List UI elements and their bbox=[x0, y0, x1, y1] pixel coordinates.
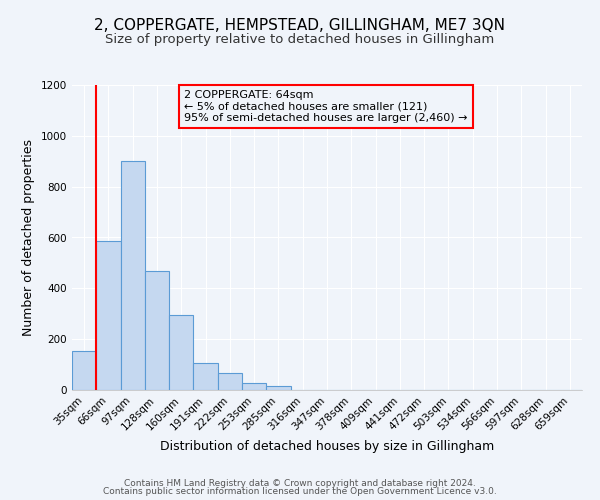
X-axis label: Distribution of detached houses by size in Gillingham: Distribution of detached houses by size … bbox=[160, 440, 494, 453]
Bar bbox=[266, 386, 290, 390]
Text: Size of property relative to detached houses in Gillingham: Size of property relative to detached ho… bbox=[106, 32, 494, 46]
Bar bbox=[193, 364, 218, 390]
Text: 2 COPPERGATE: 64sqm
← 5% of detached houses are smaller (121)
95% of semi-detach: 2 COPPERGATE: 64sqm ← 5% of detached hou… bbox=[184, 90, 468, 123]
Text: Contains public sector information licensed under the Open Government Licence v3: Contains public sector information licen… bbox=[103, 487, 497, 496]
Bar bbox=[72, 350, 96, 390]
Bar bbox=[218, 374, 242, 390]
Bar bbox=[96, 242, 121, 390]
Bar bbox=[145, 270, 169, 390]
Bar bbox=[169, 315, 193, 390]
Y-axis label: Number of detached properties: Number of detached properties bbox=[22, 139, 35, 336]
Text: 2, COPPERGATE, HEMPSTEAD, GILLINGHAM, ME7 3QN: 2, COPPERGATE, HEMPSTEAD, GILLINGHAM, ME… bbox=[95, 18, 505, 32]
Bar bbox=[121, 161, 145, 390]
Text: Contains HM Land Registry data © Crown copyright and database right 2024.: Contains HM Land Registry data © Crown c… bbox=[124, 478, 476, 488]
Bar bbox=[242, 383, 266, 390]
